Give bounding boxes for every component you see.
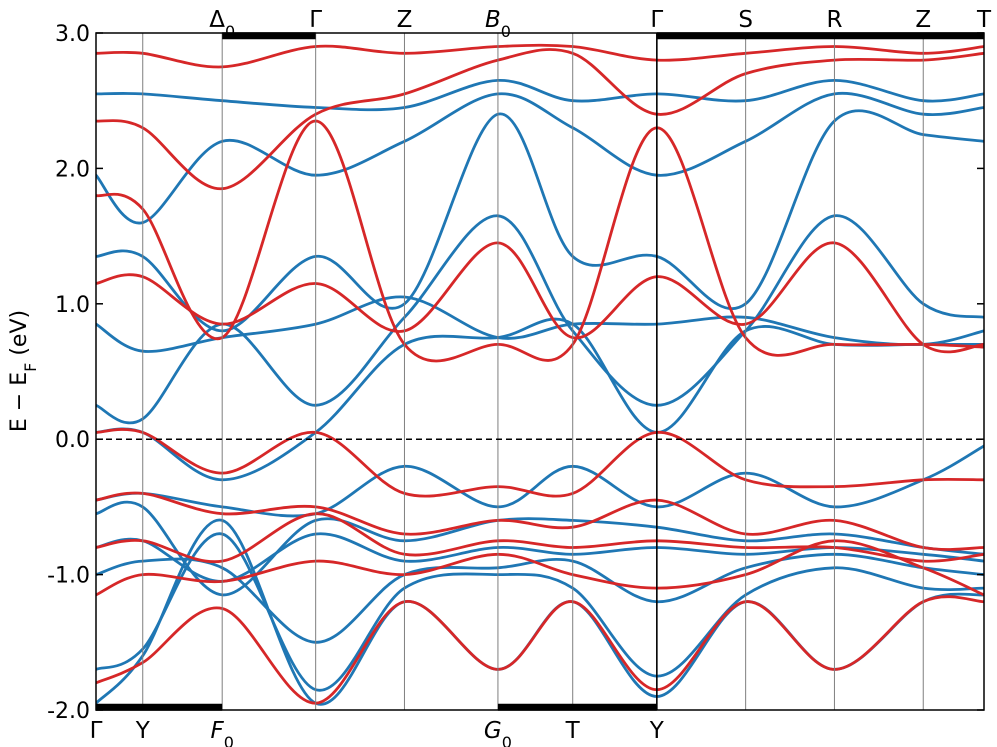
kpoint-label-gamma-3: Γ	[650, 7, 663, 33]
band-s1-0	[96, 595, 984, 705]
band-s1-7	[96, 48, 984, 191]
kpoint-label-f0: F0	[210, 718, 233, 747]
band-s1-8	[96, 43, 984, 69]
band-s0-5	[96, 444, 984, 518]
kpoint-label-r: R	[826, 7, 842, 33]
kpoint-label-t-2: T	[976, 7, 992, 33]
ytick-label-4: 2.0	[55, 157, 90, 182]
kpoint-label-t-1: T	[565, 718, 581, 744]
band-s0-6	[96, 317, 984, 482]
kpoint-label-s: S	[738, 7, 753, 33]
y-axis-ticks: -2.0 -1.0 0.0 1.0 2.0 3.0	[47, 22, 984, 724]
ytick-label-0: -2.0	[47, 699, 90, 724]
ytick-label-5: 3.0	[55, 22, 90, 47]
plot-frame	[95, 32, 985, 711]
kpoint-label-y-2: Y	[649, 718, 665, 744]
band-s0-9	[96, 109, 984, 333]
thick-path-segments	[96, 32, 984, 711]
kpoint-labels: Γ Y F0 Δ0 Γ Z B0 G0 T Y Γ S R Z T	[90, 7, 992, 747]
kpoint-label-delta0: Δ0	[209, 7, 235, 41]
band-s1-5	[96, 241, 984, 354]
kpoint-label-g0: G0	[484, 718, 512, 747]
bands-layer	[96, 43, 984, 706]
kpoint-label-b0: B0	[485, 7, 511, 41]
kpoint-label-z-2: Z	[915, 7, 931, 33]
kpoint-label-gamma-2: Γ	[309, 7, 322, 33]
kpoint-lines	[96, 33, 984, 710]
ytick-label-3: 1.0	[55, 293, 90, 318]
band-s0-1	[96, 532, 984, 692]
band-s0-7	[96, 214, 984, 425]
kpoint-label-z-1: Z	[397, 7, 413, 33]
ytick-label-1: -1.0	[47, 564, 90, 589]
y-axis-label: E − EF (eV)	[7, 310, 40, 432]
ytick-label-2: 0.0	[55, 428, 90, 453]
kpoint-label-y-1: Y	[135, 718, 151, 744]
kpoint-label-gamma-1: Γ	[90, 718, 103, 744]
